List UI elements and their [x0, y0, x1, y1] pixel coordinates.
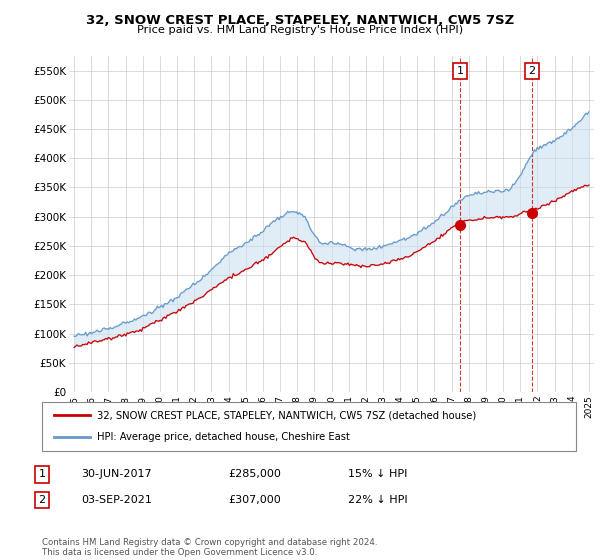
Text: 03-SEP-2021: 03-SEP-2021 — [81, 495, 152, 505]
Text: Contains HM Land Registry data © Crown copyright and database right 2024.
This d: Contains HM Land Registry data © Crown c… — [42, 538, 377, 557]
Text: 1: 1 — [38, 469, 46, 479]
Text: 1: 1 — [457, 66, 464, 76]
Text: 32, SNOW CREST PLACE, STAPELEY, NANTWICH, CW5 7SZ: 32, SNOW CREST PLACE, STAPELEY, NANTWICH… — [86, 14, 514, 27]
Text: £307,000: £307,000 — [228, 495, 281, 505]
Text: 2: 2 — [38, 495, 46, 505]
Text: 2: 2 — [528, 66, 535, 76]
Text: Price paid vs. HM Land Registry's House Price Index (HPI): Price paid vs. HM Land Registry's House … — [137, 25, 463, 35]
Text: 15% ↓ HPI: 15% ↓ HPI — [348, 469, 407, 479]
Text: 32, SNOW CREST PLACE, STAPELEY, NANTWICH, CW5 7SZ (detached house): 32, SNOW CREST PLACE, STAPELEY, NANTWICH… — [97, 410, 476, 421]
Text: £285,000: £285,000 — [228, 469, 281, 479]
Text: HPI: Average price, detached house, Cheshire East: HPI: Average price, detached house, Ches… — [97, 432, 350, 442]
Text: 30-JUN-2017: 30-JUN-2017 — [81, 469, 152, 479]
Text: 22% ↓ HPI: 22% ↓ HPI — [348, 495, 407, 505]
